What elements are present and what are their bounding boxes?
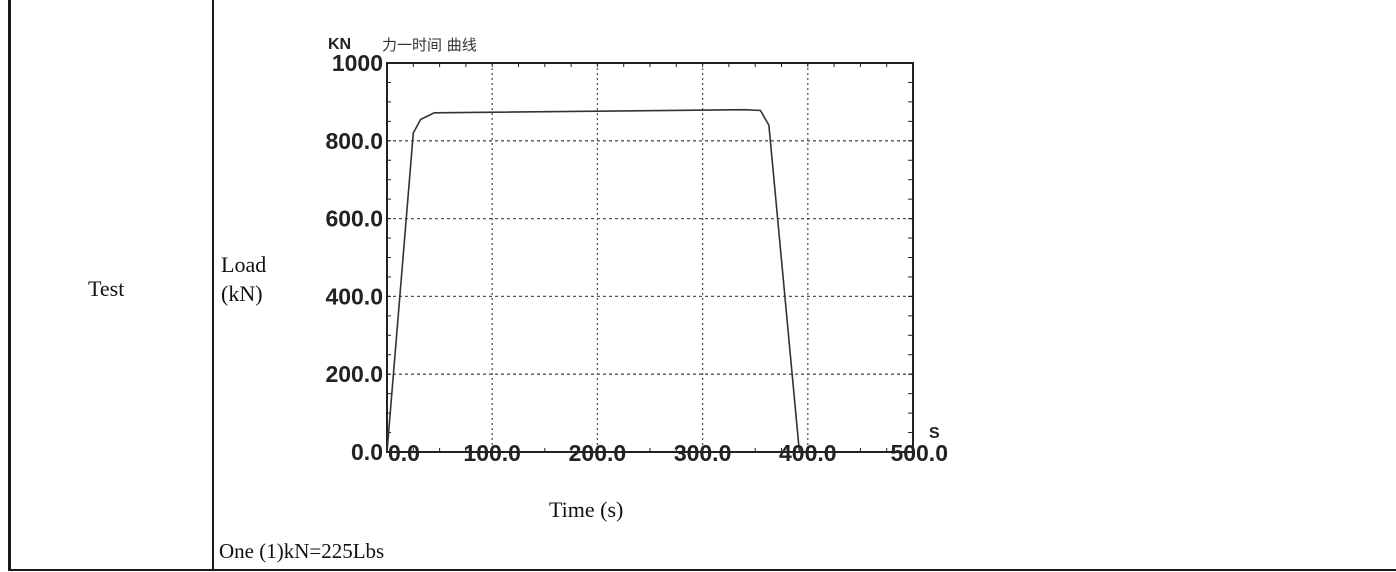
y-tick-label: 600.0 xyxy=(325,206,383,232)
column-divider xyxy=(212,0,214,571)
y-tick-label: 200.0 xyxy=(325,361,383,387)
load-series-line xyxy=(386,108,801,453)
x-tick-label: 300.0 xyxy=(674,440,732,466)
x-tick-label: 400.0 xyxy=(779,440,837,466)
document-table xyxy=(8,0,1396,571)
x-axis-label: Time (s) xyxy=(549,497,624,522)
x-axis-unit: S xyxy=(929,425,940,442)
y-tick-label: 0.0 xyxy=(351,439,383,465)
chart-grid xyxy=(387,63,913,452)
x-tick-labels: 0.0 100.0 200.0 300.0 400.0 500.0 xyxy=(388,440,948,466)
x-tick-label: 100.0 xyxy=(463,440,521,466)
y-tick-labels: 0.0 200.0 400.0 600.0 800.0 1000 xyxy=(325,50,383,465)
y-axis-label: Load (kN) xyxy=(221,252,267,306)
y-axis-unit: KN xyxy=(328,36,351,53)
plot-frame xyxy=(386,62,914,453)
y-tick-label: 800.0 xyxy=(325,128,383,154)
x-tick-label: 500.0 xyxy=(890,440,948,466)
row-label: Test xyxy=(88,276,125,301)
chart-title: 力一时间 曲线 xyxy=(382,36,477,54)
y-tick-label: 1000 xyxy=(332,50,383,76)
unit-conversion-note: One (1)kN=225Lbs xyxy=(219,539,385,563)
tick-marks xyxy=(387,63,913,452)
x-tick-label: 0.0 xyxy=(388,440,420,466)
x-tick-label: 200.0 xyxy=(569,440,627,466)
y-tick-label: 400.0 xyxy=(325,283,383,309)
